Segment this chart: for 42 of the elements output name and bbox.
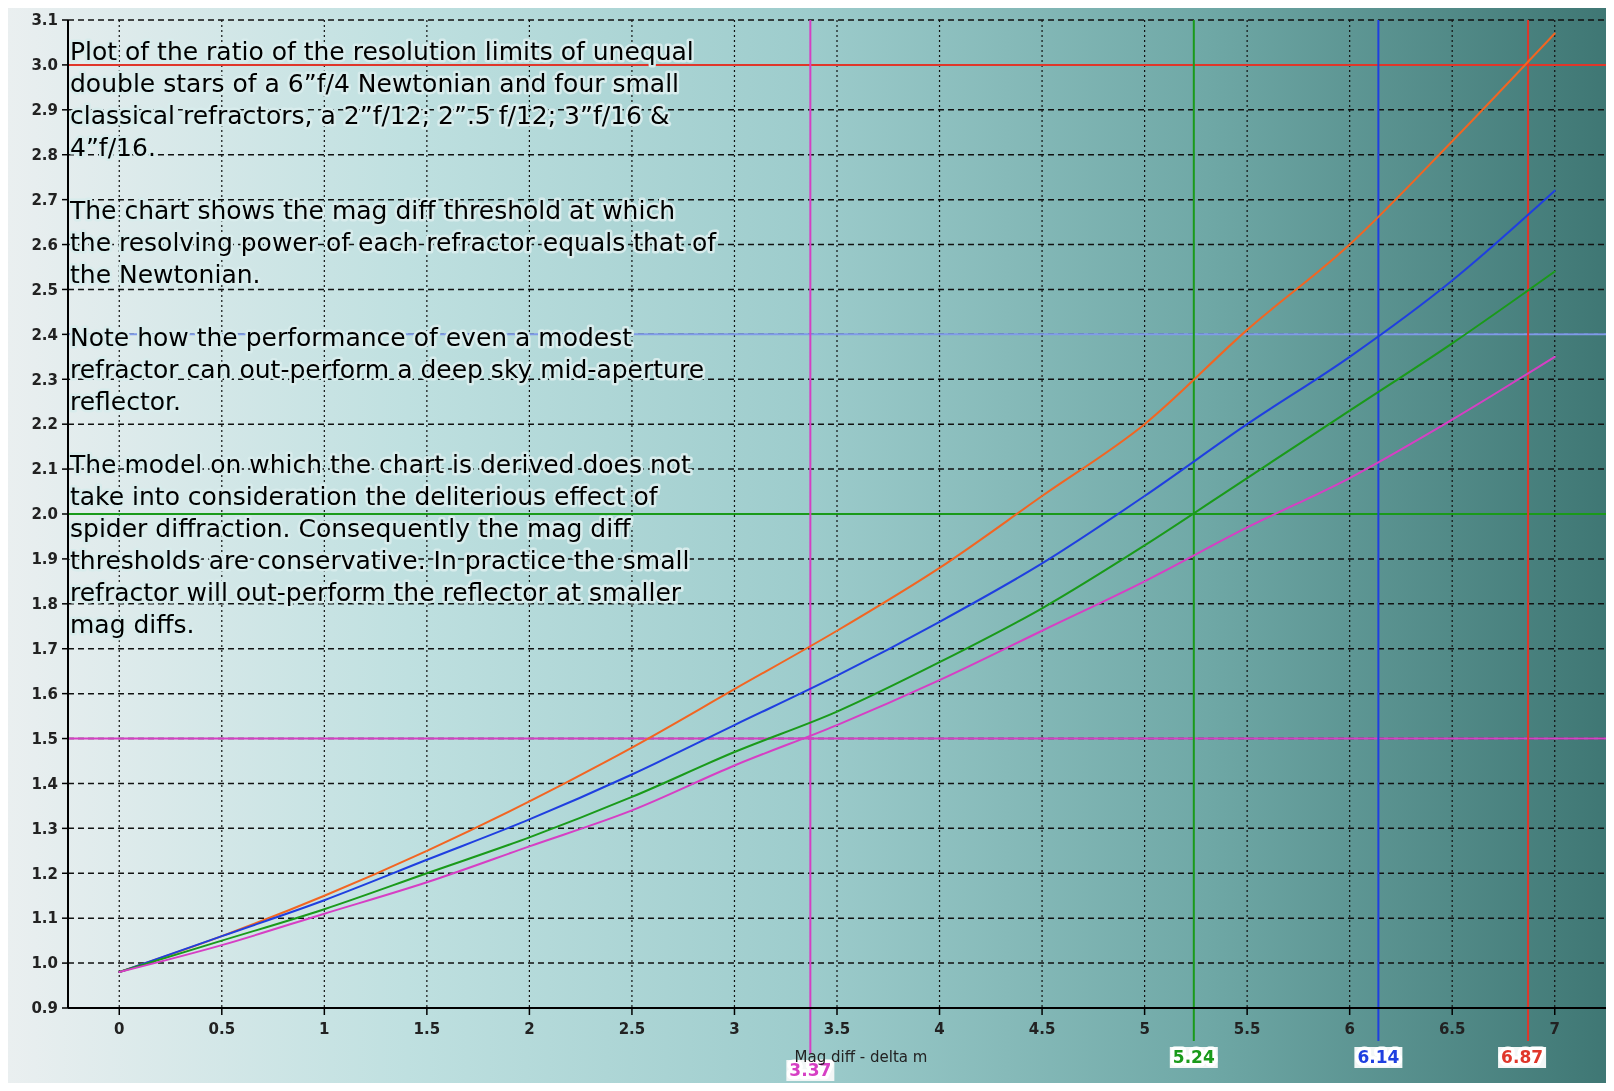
y-tick-label: 2.9 xyxy=(31,101,58,120)
y-tick-label: 2.3 xyxy=(31,370,58,389)
y-tick-label: 3.1 xyxy=(31,11,58,30)
x-tick-label: 7 xyxy=(1549,1020,1560,1038)
y-tick-label: 1.3 xyxy=(31,819,58,838)
y-tick-label: 1.4 xyxy=(31,774,58,793)
x-tick-label: 2.5 xyxy=(618,1020,646,1038)
x-tick-label: 0.5 xyxy=(208,1020,236,1038)
x-tick-label: 4 xyxy=(934,1020,945,1038)
y-tick-label: 2.0 xyxy=(31,505,58,524)
x-tick-label: 5 xyxy=(1139,1020,1150,1038)
x-tick-label: 4.5 xyxy=(1028,1020,1056,1038)
y-tick-label: 1.2 xyxy=(31,864,58,883)
ref-line-label: 6.87 xyxy=(1501,1047,1544,1067)
x-tick-label: 1.5 xyxy=(413,1020,441,1038)
y-tick-label: 2.1 xyxy=(31,460,58,479)
y-tick-label: 3.0 xyxy=(31,56,58,75)
x-tick-label: 0 xyxy=(114,1020,125,1038)
x-tick-label: 6.5 xyxy=(1438,1020,1466,1038)
x-tick-label: 2 xyxy=(524,1020,535,1038)
y-tick-label: 1.6 xyxy=(31,684,58,703)
x-tick-label: 6 xyxy=(1344,1020,1355,1038)
x-tick-label: 3 xyxy=(729,1020,740,1038)
x-tick-label: 5.5 xyxy=(1233,1020,1261,1038)
ref-line-label: 5.24 xyxy=(1172,1047,1215,1067)
annotation: Note how the performance of even a modest refractor can out-perform a deep sky mid-aperture reflector. xyxy=(70,323,705,416)
y-tick-label: 2.7 xyxy=(31,190,58,209)
y-tick-label: 2.8 xyxy=(31,145,58,164)
y-tick-label: 1.9 xyxy=(31,550,58,569)
y-tick-label: 2.2 xyxy=(31,415,58,434)
y-tick-label: 1.1 xyxy=(31,909,58,928)
ref-line-label: 6.14 xyxy=(1357,1047,1400,1067)
y-tick-label: 1.7 xyxy=(31,639,58,658)
y-tick-label: 1.5 xyxy=(31,729,58,748)
y-tick-label: 1.0 xyxy=(31,954,58,973)
x-tick-label: 3.5 xyxy=(823,1020,851,1038)
x-tick-label: 1 xyxy=(319,1020,330,1038)
y-tick-label: 2.4 xyxy=(31,325,58,344)
y-tick-label: 0.9 xyxy=(31,999,58,1018)
y-tick-label: 2.6 xyxy=(31,235,58,254)
y-tick-label: 1.8 xyxy=(31,595,58,614)
y-tick-label: 2.5 xyxy=(31,280,58,299)
